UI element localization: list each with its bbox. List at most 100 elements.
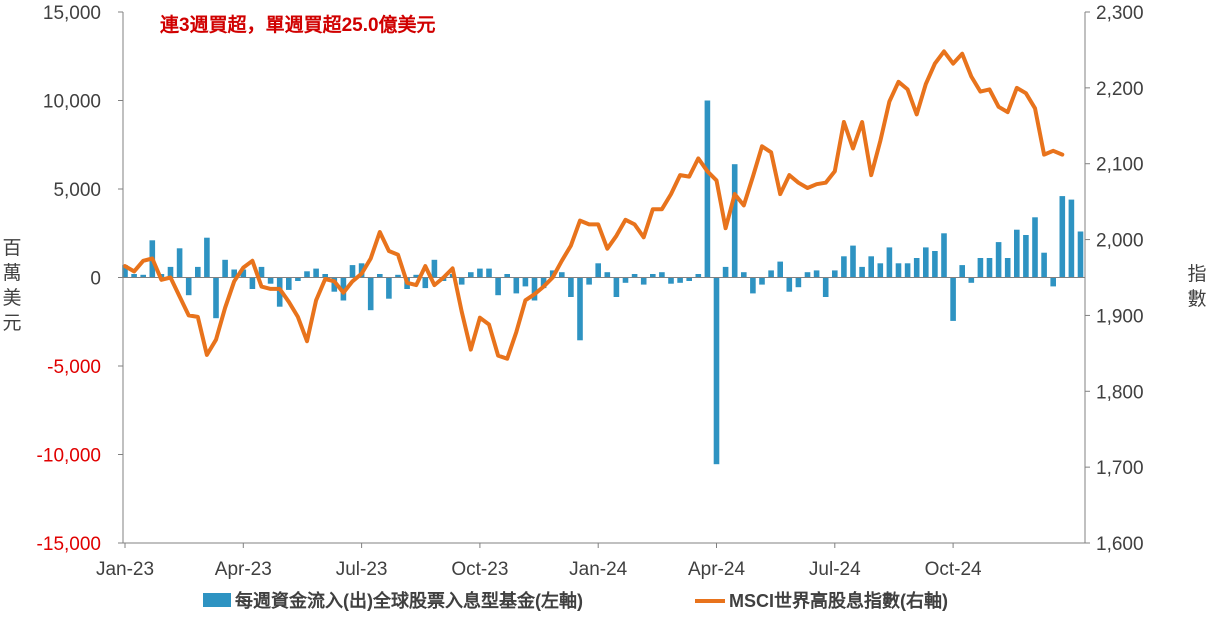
left-tick-label: 10,000 bbox=[43, 92, 101, 113]
bar-week-79 bbox=[841, 256, 847, 278]
bar-week-38 bbox=[468, 272, 474, 278]
legend-swatch-fund-flows bbox=[203, 593, 231, 607]
right-tick-label: 1,600 bbox=[1096, 534, 1144, 555]
bar-week-90 bbox=[941, 233, 947, 278]
bar-week-25 bbox=[349, 265, 356, 278]
bar-week-61 bbox=[677, 277, 683, 283]
bar-week-101 bbox=[1041, 252, 1047, 278]
bar-week-10 bbox=[213, 277, 219, 319]
bar-week-56 bbox=[631, 274, 638, 278]
left-tick-label: 15,000 bbox=[43, 3, 101, 24]
bar-week-28 bbox=[377, 274, 383, 278]
bar-week-30 bbox=[395, 274, 401, 278]
bar-week-52 bbox=[595, 263, 601, 278]
bar-week-45 bbox=[531, 277, 538, 301]
bar-week-74 bbox=[795, 277, 802, 288]
bar-week-69 bbox=[750, 277, 756, 294]
bar-week-73 bbox=[786, 277, 793, 292]
right-tick-label: 1,900 bbox=[1096, 306, 1144, 327]
bar-week-98 bbox=[1014, 229, 1020, 278]
bar-week-21 bbox=[313, 268, 319, 278]
bar-week-84 bbox=[886, 247, 893, 278]
x-tick-label: Apr-23 bbox=[215, 559, 272, 580]
bar-week-11 bbox=[222, 259, 228, 278]
bar-week-37 bbox=[458, 277, 465, 285]
left-tick-label: 0 bbox=[90, 269, 101, 290]
x-tick-label: Oct-24 bbox=[925, 559, 982, 580]
bar-week-72 bbox=[777, 261, 783, 278]
axis-title-char: 百 bbox=[2, 238, 21, 259]
right-tick-label: 2,200 bbox=[1096, 79, 1144, 100]
bar-week-75 bbox=[804, 272, 811, 278]
bar-week-89 bbox=[932, 251, 938, 278]
bar-series-fund-flows bbox=[122, 100, 1084, 465]
bar-week-51 bbox=[586, 277, 592, 285]
x-axis-ticks: Jan-23 Apr-23 Jul-23 Oct-23 Jan-24 Apr-24 Jul-… bbox=[96, 543, 982, 580]
bar-week-64 bbox=[704, 100, 711, 278]
left-tick-label: 5,000 bbox=[53, 180, 101, 201]
bar-week-87 bbox=[913, 258, 920, 278]
bar-week-29 bbox=[386, 277, 392, 299]
right-tick-label: 2,000 bbox=[1096, 231, 1144, 252]
bar-week-91 bbox=[950, 277, 956, 321]
bar-week-104 bbox=[1068, 199, 1075, 278]
bar-week-14 bbox=[249, 277, 256, 289]
bar-week-55 bbox=[622, 277, 629, 283]
bar-week-99 bbox=[1023, 235, 1029, 278]
bar-week-22 bbox=[322, 274, 328, 278]
bar-week-16 bbox=[267, 277, 274, 284]
axis-title-char: 美 bbox=[2, 287, 21, 309]
x-tick-label: Apr-24 bbox=[688, 559, 745, 580]
x-tick-label: Jan-23 bbox=[96, 559, 154, 580]
bar-week-24 bbox=[340, 277, 347, 301]
left-tick-label: -10,000 bbox=[37, 446, 101, 467]
axis-title-char: 萬 bbox=[2, 262, 21, 284]
bar-week-39 bbox=[477, 268, 483, 278]
bar-week-103 bbox=[1059, 196, 1066, 278]
right-axis-ticks: 2,300 2,200 2,100 2,000 1,900 1,800 1,700 1,600 bbox=[1085, 3, 1144, 555]
bar-week-1 bbox=[131, 274, 137, 278]
bar-week-65 bbox=[713, 277, 720, 465]
bar-week-23 bbox=[331, 277, 338, 292]
x-tick-label: Oct-23 bbox=[451, 559, 508, 580]
bar-week-83 bbox=[877, 263, 884, 278]
bar-week-6 bbox=[176, 248, 183, 278]
bar-week-43 bbox=[513, 277, 520, 294]
axis-title-char: 指 bbox=[1187, 263, 1206, 285]
bar-week-27 bbox=[367, 277, 374, 311]
left-tick-label: -15,000 bbox=[37, 534, 101, 555]
bar-week-78 bbox=[832, 270, 838, 278]
bar-week-8 bbox=[195, 266, 201, 278]
bar-week-57 bbox=[640, 277, 647, 285]
bar-week-49 bbox=[568, 277, 574, 297]
bar-week-32 bbox=[413, 274, 419, 278]
bar-week-5 bbox=[167, 266, 174, 278]
left-tick-label: -5,000 bbox=[47, 357, 101, 378]
bar-week-34 bbox=[431, 259, 438, 278]
bar-week-19 bbox=[295, 277, 301, 281]
bar-week-12 bbox=[231, 269, 237, 278]
bar-week-67 bbox=[731, 164, 738, 278]
x-tick-label: Jul-23 bbox=[336, 559, 388, 580]
bar-week-44 bbox=[522, 277, 529, 287]
bar-week-77 bbox=[822, 277, 829, 297]
line-series-msci-high-dividend-index bbox=[123, 49, 1065, 361]
bar-week-97 bbox=[1004, 258, 1011, 278]
bar-week-60 bbox=[668, 277, 674, 284]
bar-week-94 bbox=[977, 258, 984, 278]
bar-week-96 bbox=[995, 242, 1002, 278]
right-tick-label: 1,800 bbox=[1096, 382, 1144, 403]
bar-week-53 bbox=[604, 272, 611, 278]
bar-week-42 bbox=[504, 274, 510, 278]
bar-week-92 bbox=[959, 265, 965, 278]
bar-week-62 bbox=[686, 277, 692, 281]
x-tick-label: Jul-24 bbox=[809, 559, 861, 580]
bar-week-20 bbox=[304, 271, 310, 278]
bar-week-88 bbox=[923, 247, 929, 278]
right-tick-label: 2,300 bbox=[1096, 3, 1144, 24]
bar-week-102 bbox=[1050, 277, 1056, 287]
bar-week-80 bbox=[850, 245, 856, 278]
right-axis-title: 指數 bbox=[1187, 263, 1206, 310]
axis-title-char: 元 bbox=[2, 313, 21, 334]
